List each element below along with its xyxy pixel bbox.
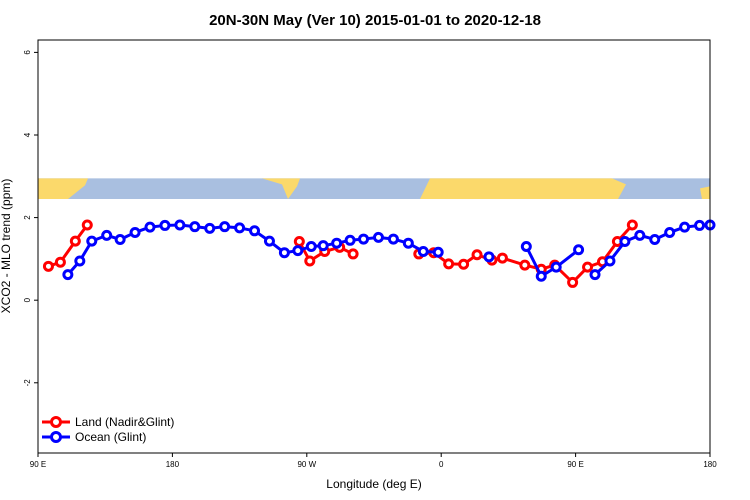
data-point-land [347, 248, 359, 260]
series-layer [42, 219, 716, 288]
data-point-land [458, 258, 470, 270]
data-point-ocean [189, 221, 201, 233]
data-point-ocean [114, 233, 126, 245]
x-tick-label: 90 W [297, 460, 316, 469]
legend-label-land: Land (Nadir&Glint) [75, 415, 174, 429]
data-point-ocean [619, 236, 631, 248]
data-point-land [69, 235, 81, 247]
data-point-ocean [129, 226, 141, 238]
data-point-ocean [358, 233, 370, 245]
data-point-land [54, 256, 66, 268]
data-point-ocean [278, 247, 290, 259]
data-point-land [626, 219, 638, 231]
data-point-ocean [344, 234, 356, 246]
data-point-ocean [679, 221, 691, 233]
data-point-land [304, 255, 316, 267]
data-point-land [443, 258, 455, 270]
data-point-ocean [234, 222, 246, 234]
data-point-ocean [417, 245, 429, 257]
y-tick-label: 0 [23, 297, 32, 302]
y-tick-label: -2 [23, 379, 32, 387]
x-axis-label: Longitude (deg E) [326, 477, 421, 491]
data-point-ocean [634, 229, 646, 241]
legend-marker-land [50, 416, 62, 428]
data-point-ocean [174, 219, 186, 231]
data-point-ocean [144, 221, 156, 233]
data-point-ocean [589, 269, 601, 281]
map-land-1 [262, 178, 300, 200]
data-point-ocean [317, 240, 329, 252]
y-tick-label: 4 [23, 132, 32, 137]
data-point-ocean [62, 269, 74, 281]
data-point-ocean [86, 235, 98, 247]
data-point-ocean [292, 245, 304, 257]
series-line-ocean [524, 245, 580, 278]
x-tick-label: 180 [703, 460, 717, 469]
data-point-ocean [535, 270, 547, 282]
data-point-land [567, 276, 579, 288]
world-map-band [38, 178, 710, 200]
data-point-ocean [219, 221, 231, 233]
x-tick-label: 90 E [30, 460, 46, 469]
data-point-land [496, 252, 508, 264]
data-point-ocean [649, 233, 661, 245]
data-point-land [42, 260, 54, 272]
data-point-ocean [402, 237, 414, 249]
data-point-land [582, 261, 594, 273]
data-point-ocean [664, 226, 676, 238]
data-point-ocean [331, 237, 343, 249]
data-point-land [81, 219, 93, 231]
data-point-ocean [249, 225, 261, 237]
data-point-ocean [101, 229, 113, 241]
data-point-ocean [204, 222, 216, 234]
data-point-ocean [604, 255, 616, 267]
x-axis: 90 E 180 90 W 0 90 E 180 [30, 453, 717, 469]
data-point-ocean [74, 255, 86, 267]
data-point-land [471, 249, 483, 261]
legend: Land (Nadir&Glint) Ocean (Glint) [42, 415, 174, 444]
data-point-ocean [305, 241, 317, 252]
data-point-ocean [550, 261, 562, 273]
data-point-ocean [573, 244, 585, 256]
data-point-ocean [159, 219, 171, 231]
data-point-ocean [263, 235, 275, 247]
x-tick-label: 0 [439, 460, 444, 469]
data-point-ocean [483, 251, 495, 263]
y-tick-label: 2 [23, 215, 32, 220]
y-axis-label: XCO2 - MLO trend (ppm) [0, 179, 13, 314]
chart-title: 20N-30N May (Ver 10) 2015-01-01 to 2020-… [209, 12, 541, 29]
data-point-land [519, 259, 531, 271]
data-point-ocean [432, 246, 444, 258]
series-line-land [47, 224, 89, 268]
x-tick-label: 90 E [567, 460, 583, 469]
plot-frame [37, 39, 711, 454]
data-point-ocean [387, 233, 399, 245]
map-land-3 [420, 178, 626, 200]
data-point-land [293, 236, 305, 248]
y-tick-label: 6 [23, 50, 32, 55]
y-axis: -2 0 2 4 6 [23, 50, 38, 387]
data-point-ocean [520, 241, 532, 252]
data-point-ocean [694, 219, 706, 231]
legend-label-ocean: Ocean (Glint) [75, 430, 146, 444]
map-land-4 [700, 186, 710, 200]
legend-marker-ocean [50, 431, 62, 443]
map-land-0 [38, 178, 88, 200]
x-tick-label: 180 [166, 460, 180, 469]
data-point-ocean [372, 231, 384, 243]
